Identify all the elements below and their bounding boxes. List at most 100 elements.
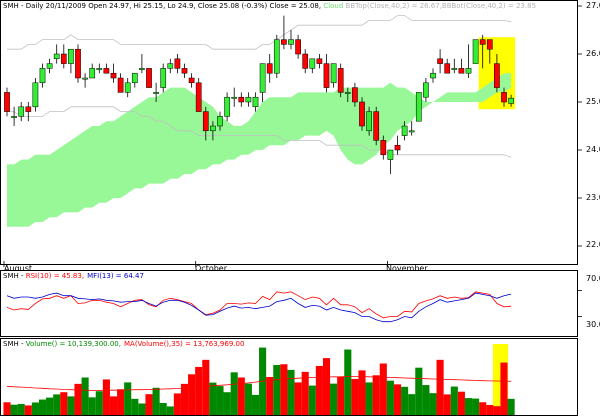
candle	[415, 92, 422, 122]
candle	[139, 54, 145, 74]
candle	[217, 111, 223, 131]
osc-y-tick: 70.0	[586, 274, 600, 283]
candle-body	[366, 111, 372, 132]
candle-body	[472, 39, 479, 64]
volume-bar	[443, 394, 451, 415]
candle-body	[146, 68, 152, 88]
candle	[231, 87, 238, 107]
candle-body	[486, 39, 493, 50]
volume-ma-line	[6, 376, 512, 391]
candle	[245, 92, 252, 107]
volume-bar	[422, 385, 430, 415]
volume-bar	[315, 365, 323, 415]
volume-bar	[358, 370, 366, 415]
candle-body	[231, 96, 238, 99]
volume-bar	[244, 383, 252, 415]
candle	[352, 82, 358, 107]
volume-bar	[159, 402, 167, 415]
candle	[32, 78, 39, 112]
volume-bar	[138, 403, 146, 415]
candle-body	[18, 106, 25, 117]
volume-bar	[365, 382, 373, 415]
candle	[174, 54, 181, 74]
volume-bar	[152, 387, 160, 415]
volume-bar	[3, 402, 11, 415]
candle-body	[344, 92, 351, 94]
candle-body	[401, 125, 408, 136]
volume-bar	[202, 359, 210, 415]
candle	[160, 63, 167, 93]
candle-body	[202, 111, 209, 132]
candle	[359, 97, 365, 131]
vol-header-sep: -	[19, 340, 26, 348]
candle	[458, 58, 465, 74]
oscillator-lines	[6, 290, 582, 323]
candle	[167, 58, 174, 74]
candle	[53, 44, 60, 64]
price-x-axis: August October November	[3, 261, 428, 273]
candle	[288, 30, 294, 50]
candle-body	[465, 68, 472, 74]
candle-body	[295, 39, 301, 55]
volume-bar	[46, 397, 54, 415]
candle	[4, 87, 10, 117]
candle-body	[288, 39, 294, 45]
price-header-symbol: SMH	[3, 2, 19, 10]
volume-bar	[237, 377, 245, 415]
vol-header-ma: MA(Volume(),35) = 13,763,969.00	[124, 340, 244, 348]
candle	[373, 106, 380, 146]
candle-body	[281, 39, 287, 45]
candle	[309, 58, 316, 74]
volume-bar	[209, 382, 217, 415]
price-y-tick: 24.0	[586, 145, 600, 154]
volume-bar	[408, 394, 416, 415]
candle-body	[181, 68, 188, 74]
candle-body	[415, 92, 422, 122]
candle	[224, 92, 230, 122]
candle-body	[494, 63, 500, 88]
candle-body	[188, 77, 195, 84]
price-header-text: - Daily 20/11/2009 Open 24.97, Hi 25.15,…	[19, 2, 321, 10]
candle	[266, 54, 273, 83]
candle-body	[423, 82, 429, 98]
volume-bar	[457, 391, 465, 415]
candle	[394, 135, 401, 155]
candle-body	[4, 92, 10, 112]
candle	[195, 78, 202, 112]
candle	[486, 39, 493, 64]
osc-header-mfi: MFI(13) = 64.47	[87, 272, 144, 280]
osc-y-tick: 30.0	[586, 320, 600, 329]
volume-bar	[223, 392, 231, 415]
candle-body	[224, 96, 230, 117]
candle	[401, 121, 408, 141]
volume-bar	[188, 374, 196, 415]
candle	[479, 34, 486, 69]
candle-body	[330, 63, 337, 84]
price-y-tick: 22.0	[586, 240, 600, 249]
candle	[75, 44, 81, 83]
candle-body	[430, 72, 436, 79]
volume-bar	[372, 375, 380, 415]
vol-header-volume: Volume() = 10,139,300.00,	[26, 340, 121, 348]
volume-bar	[251, 394, 260, 415]
volume-bar	[67, 396, 75, 415]
volume-bar	[180, 383, 189, 415]
candle	[18, 102, 25, 122]
price-header-bbbot: BBBot(Close,40,2) = 23.85	[442, 2, 536, 10]
candle	[337, 63, 344, 98]
candle-body	[89, 68, 96, 79]
candle-body	[139, 68, 145, 70]
volume-bars	[3, 347, 515, 415]
candle-body	[380, 140, 387, 156]
candle	[273, 34, 280, 78]
candle	[60, 44, 67, 69]
candle	[430, 68, 436, 83]
candle-body	[394, 144, 401, 151]
candle	[202, 106, 209, 141]
volume-bar	[486, 404, 494, 415]
candle-body	[195, 82, 202, 112]
candle	[408, 121, 415, 136]
candle	[316, 54, 323, 69]
candle-body	[444, 63, 451, 74]
oscillator-panel: 70.0 30.0 SMH - RSI(10) = 45.83,MFI(13) …	[0, 270, 600, 337]
